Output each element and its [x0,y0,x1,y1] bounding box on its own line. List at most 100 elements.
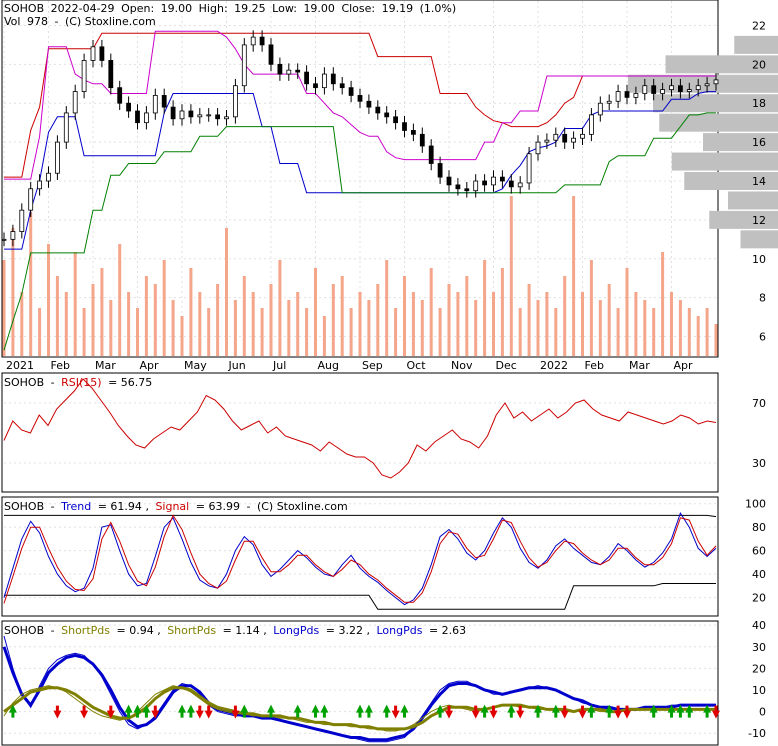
price-candle [651,85,657,94]
price-candle [286,69,292,75]
volume-bar [678,300,682,356]
price-candle [499,176,505,182]
price-candle [108,60,114,89]
long-pds-thick-line [2,646,716,742]
price-y-tick-label: 8 [759,292,766,305]
volume-bar [527,284,531,356]
volume-bar [216,284,220,356]
up-arrow-icon [587,704,596,718]
price-candle [135,110,140,124]
price-candle [633,93,639,98]
volume-bar [55,276,59,356]
periods-header: SOHOB - ShortPds = 0.94 , ShortPds = 1.1… [4,624,466,637]
volume-bar [358,292,362,356]
volume-bar [643,300,647,356]
price-candle [117,87,123,104]
x-tick-label: Sep [362,359,383,372]
up-arrow-icon [436,704,445,718]
volume-bar [545,292,549,356]
price-candle [615,91,621,102]
volume-bar [518,308,522,356]
price-candle [215,114,221,120]
up-arrow-icon [534,704,542,718]
price-candle [63,112,69,143]
volume-bar [652,308,656,356]
down-arrow-icon [516,705,525,719]
price-y-tick-label: 20 [752,58,766,71]
price-candle [1,238,7,241]
price-candle [402,122,407,131]
trend-y-tick-label: 40 [752,568,766,581]
volume-bar [500,268,504,356]
volume-profile-bar [659,113,778,132]
price-candle [517,182,523,188]
volume-bar [64,292,68,356]
price-candle [624,91,630,98]
volume-header: Vol 978 - (C) Stoxline.com [4,15,156,28]
volume-profile-bar [671,152,778,171]
price-candle [277,63,283,75]
x-tick-label: Aug [318,359,339,372]
trend-y-axis: 20 40 60 80 100 [745,498,766,605]
volume-bar [696,316,700,356]
up-arrow-icon [667,704,676,718]
volume-bar [47,244,50,356]
x-tick-label: Dec [496,359,517,372]
trend-y-tick-label: 20 [752,592,766,605]
volume-bar [492,292,495,356]
volume-bar [144,276,148,356]
down-arrow-icon [231,705,240,719]
volume-bar [278,260,282,356]
volume-bar [554,308,558,356]
price-candle [188,110,194,118]
x-tick-label: Oct [407,359,427,372]
price-candle [455,184,461,190]
trend-header: SOHOB - Trend = 61.94 , Signal = 63.99 -… [4,500,348,513]
volume-bar [198,292,202,356]
price-candle [713,79,719,85]
up-arrow-icon [178,704,186,718]
price-y-tick-label: 16 [752,136,766,149]
up-arrow-icon [356,704,364,718]
volume-bar [367,300,371,356]
volume-bar [305,308,309,356]
price-candle [446,176,452,186]
price-candle [562,133,568,143]
mid-upper-band-line [4,30,716,180]
volume-bar [314,268,317,356]
volume-bar [687,308,691,356]
price-candle [428,145,434,164]
price-candle [669,85,674,91]
down-arrow-icon [623,705,631,719]
price-candle [375,106,381,114]
price-candle [393,116,399,124]
volume-bar [340,276,344,356]
volume-bar [20,292,24,356]
up-arrow-icon [676,704,685,718]
price-candle [161,95,167,108]
x-tick-label: Jul [272,359,286,372]
x-tick-label: Mar [629,359,650,372]
volume-bar [153,284,157,356]
volume-bar [598,300,602,356]
price-candle [250,36,256,46]
up-arrow-icon [551,704,560,718]
up-arrow-icon [382,704,391,718]
down-arrow-icon [195,705,204,719]
up-arrow-icon [267,704,275,718]
volume-bar [429,268,433,356]
up-arrow-icon [186,704,195,718]
price-candle [491,176,496,186]
periods-y-tick-label: 40 [752,619,766,632]
up-arrow-icon [320,704,329,718]
volume-bar [287,300,291,356]
price-candle [473,180,479,192]
rsi-header: SOHOB - RSI(15) = 56.75 [4,376,152,389]
volume-bar [136,308,139,356]
price-candle [72,91,78,114]
periods-y-tick-label: 20 [752,662,766,675]
volume-bar [331,284,335,356]
price-candle [197,114,203,118]
volume-bar [403,276,406,356]
